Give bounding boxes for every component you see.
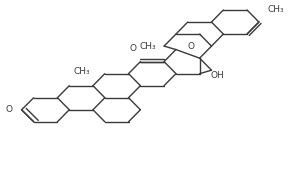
Text: CH₃: CH₃ [74, 67, 90, 76]
Text: O: O [6, 105, 13, 114]
Text: CH₃: CH₃ [267, 6, 284, 14]
Text: O: O [130, 44, 137, 53]
Text: CH₃: CH₃ [140, 42, 156, 51]
Text: O: O [187, 42, 194, 51]
Text: OH: OH [210, 71, 224, 80]
